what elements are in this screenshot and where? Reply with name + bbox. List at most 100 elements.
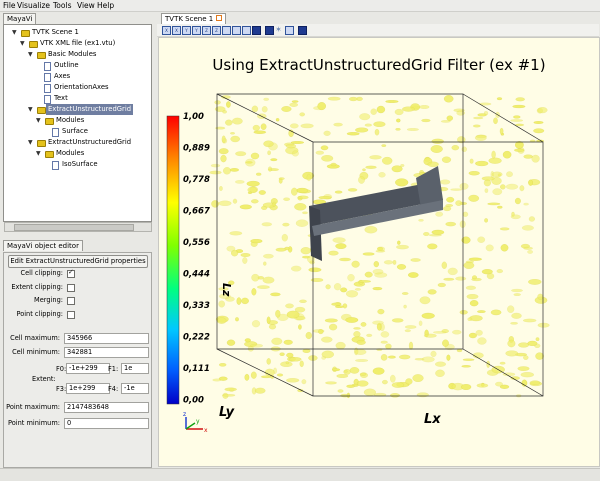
tab-tvtk-scene[interactable]: TVTK Scene 1 xyxy=(161,13,227,24)
cell-minimum-field[interactable]: 342881 xyxy=(64,347,149,358)
isosurface-blob xyxy=(345,290,359,298)
isosurface-blob xyxy=(517,366,530,371)
isosurface-blob xyxy=(391,382,405,388)
full-screen-icon[interactable] xyxy=(252,26,261,35)
save-snapshot-icon[interactable] xyxy=(265,26,274,35)
tree-item-surface[interactable]: Surface xyxy=(52,126,88,137)
interaction-icon[interactable]: ✶ xyxy=(275,25,282,34)
isosurface-blob xyxy=(302,348,311,353)
isosurface-blob xyxy=(266,358,271,365)
expander-icon[interactable]: ▼ xyxy=(28,51,33,58)
tree-item-modules-2[interactable]: ▼ Modules xyxy=(36,148,84,159)
expander-icon[interactable]: ▼ xyxy=(28,106,33,113)
isosurface-blob xyxy=(533,128,545,134)
pipeline-tree[interactable]: ▼ TVTK Scene 1 ▼ VTK XML file (ex1.vtu) ▼ B… xyxy=(3,24,152,222)
edit-properties-button[interactable]: Edit ExtractUnstructuredGrid properties xyxy=(8,255,148,268)
colorbar-labels: 1,00 0,889 0,778 0,667 0,556 0,444 0,333 0,222 0… xyxy=(183,112,210,406)
close-icon[interactable] xyxy=(216,15,223,21)
view-minus-y-icon[interactable]: Y xyxy=(192,26,201,35)
isosurface-blob xyxy=(300,123,314,129)
tab-mayavi[interactable]: MayaVi xyxy=(3,13,37,24)
isosurface-blob xyxy=(354,288,361,291)
tree-item-vtk-file[interactable]: ▼ VTK XML file (ex1.vtu) xyxy=(20,38,115,49)
slab-front xyxy=(312,200,443,236)
isosurface-blob xyxy=(218,300,225,308)
extent-f4-field[interactable]: -1e xyxy=(121,383,149,394)
extent-clipping-checkbox[interactable] xyxy=(67,284,75,292)
view-y-icon[interactable]: Y xyxy=(182,26,191,35)
render-window[interactable]: Using ExtractUnstructuredGrid Filter (ex… xyxy=(158,37,600,467)
menu-tools[interactable]: Tools xyxy=(53,1,72,10)
isosurface-blob xyxy=(224,387,237,392)
tree-item-outline[interactable]: Outline xyxy=(44,60,79,71)
parallel-projection-icon[interactable] xyxy=(232,26,241,35)
view-minus-x-icon[interactable]: X xyxy=(172,26,181,35)
isosurface-blob xyxy=(383,260,394,265)
menu-file[interactable]: File xyxy=(3,1,16,10)
extent-f3-field[interactable]: 1e+299 xyxy=(66,383,110,394)
cell-maximum-field[interactable]: 345966 xyxy=(64,333,149,344)
scrollbar-thumb[interactable] xyxy=(14,224,134,231)
extent-f0-field[interactable]: -1e+299 xyxy=(66,363,110,374)
expander-icon[interactable]: ▼ xyxy=(12,29,17,36)
expander-icon[interactable]: ▼ xyxy=(20,40,25,47)
tree-item-axes[interactable]: Axes xyxy=(44,71,70,82)
isosurface-blob xyxy=(247,191,253,194)
isometric-view-icon[interactable] xyxy=(222,26,231,35)
configure-scene-icon[interactable] xyxy=(285,26,294,35)
tree-item-label: Axes xyxy=(54,72,71,80)
tree-item-scene[interactable]: ▼ TVTK Scene 1 xyxy=(12,27,79,38)
point-maximum-field[interactable]: 2147483648 xyxy=(64,402,149,413)
isosurface-blob xyxy=(421,356,435,363)
menu-visualize[interactable]: Visualize xyxy=(17,1,51,10)
toggle-axes-icon[interactable] xyxy=(242,26,251,35)
tree-item-extract-grid-2[interactable]: ▼ ExtractUnstructuredGrid xyxy=(28,137,131,148)
tree-item-orientation-axes[interactable]: OrientationAxes xyxy=(44,82,109,93)
isosurface-blob xyxy=(533,121,544,124)
isosurface-blob xyxy=(320,145,329,151)
expander-icon[interactable]: ▼ xyxy=(36,117,41,124)
tree-item-isosurface[interactable]: IsoSurface xyxy=(52,159,98,170)
isosurface-blob xyxy=(353,327,361,330)
point-clipping-checkbox[interactable] xyxy=(67,311,75,319)
tree-item-basic-modules[interactable]: ▼ Basic Modules xyxy=(28,49,96,60)
file-icon xyxy=(44,95,51,104)
view-x-icon[interactable]: X xyxy=(162,26,171,35)
isosurface-blob xyxy=(218,287,229,291)
expander-icon[interactable]: ▼ xyxy=(36,150,41,157)
isosurface-blob xyxy=(496,97,503,101)
cell-clipping-checkbox[interactable] xyxy=(67,268,75,278)
isosurface-blob xyxy=(512,104,526,109)
folder-icon xyxy=(29,41,38,48)
isosurface-blob xyxy=(318,329,324,335)
tree-item-modules-1[interactable]: ▼ Modules xyxy=(36,115,84,126)
tab-object-editor[interactable]: MayaVi object editor xyxy=(3,240,83,251)
point-minimum-field[interactable]: 0 xyxy=(64,418,149,429)
extent-f1-field[interactable]: 1e xyxy=(121,363,149,374)
isosurface-blob xyxy=(396,244,409,250)
isosurface-blob xyxy=(410,258,421,262)
isosurface-blob xyxy=(462,211,469,217)
tree-item-text[interactable]: Text xyxy=(44,93,68,104)
tree-horizontal-scrollbar[interactable] xyxy=(4,222,152,232)
menu-help[interactable]: Help xyxy=(97,1,115,10)
expander-icon[interactable]: ▼ xyxy=(28,139,33,146)
isosurface-blob xyxy=(421,118,431,123)
isosurface-blob xyxy=(474,134,487,141)
isosurface-blob xyxy=(219,293,231,299)
isosurface-blob xyxy=(364,226,378,234)
scene-pane: TVTK Scene 1 X X Y Y Z Z ✶ Using Extract… xyxy=(157,12,600,467)
isosurface-blob xyxy=(257,285,270,289)
view-minus-z-icon[interactable]: Z xyxy=(212,26,221,35)
f3-label: F3: xyxy=(56,385,67,393)
isosurface-blob xyxy=(402,106,415,112)
isosurface-blob xyxy=(490,309,502,316)
isosurface-blob xyxy=(261,222,272,227)
menu-view[interactable]: View xyxy=(77,1,95,10)
isosurface-blob xyxy=(374,128,380,136)
save-icon[interactable] xyxy=(298,26,307,35)
isosurface-blob xyxy=(382,379,388,385)
isosurface-blob xyxy=(437,282,446,288)
view-z-icon[interactable]: Z xyxy=(202,26,211,35)
merging-checkbox[interactable] xyxy=(67,297,75,305)
